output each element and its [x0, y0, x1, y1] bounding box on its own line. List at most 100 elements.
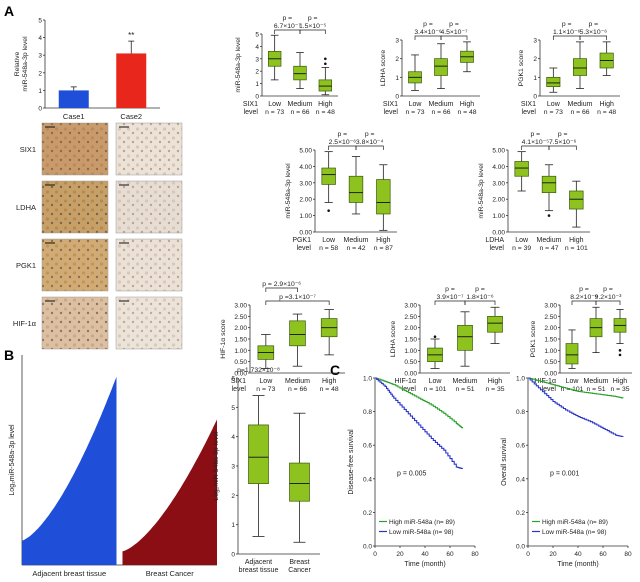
y-tick-label: 3.00	[404, 303, 417, 310]
legend-label: Low miR-548a (n= 98)	[389, 529, 454, 536]
y-axis-title: miR-548a-3p level	[22, 36, 29, 92]
box-iqr	[546, 76, 561, 88]
y-tick-label: 0	[255, 94, 259, 101]
group-label: High	[569, 237, 584, 244]
p-value-text: 3.9×10⁻⁷	[436, 294, 464, 301]
group-n: n = 48	[597, 109, 616, 116]
p-value-bracket	[464, 300, 496, 305]
y-tick-label: 0.6	[516, 443, 525, 450]
box-iqr	[289, 462, 310, 502]
level-label: level	[232, 386, 247, 393]
level-label: level	[522, 109, 537, 116]
group-n: n = 101	[565, 245, 588, 252]
group-n: n = 48	[320, 386, 339, 393]
y-tick-label: 0.0	[516, 544, 525, 551]
y-tick-label: 0.00	[299, 230, 312, 237]
y-axis-title: miR-548a-3p level	[235, 37, 242, 93]
box-outlier	[618, 349, 622, 352]
box-iqr	[487, 315, 503, 333]
group-label: Medium	[568, 101, 593, 108]
level-label: SIX1	[383, 101, 398, 108]
panel-label-b: B	[4, 347, 14, 363]
box-outlier	[324, 57, 327, 61]
group-label: Adjacent	[245, 559, 272, 566]
box-outlier	[324, 62, 327, 66]
p-value-bracket	[552, 35, 581, 40]
y-tick-label: 1.00	[404, 348, 417, 355]
group-label: High	[376, 237, 391, 244]
y-tick-label: 3.00	[492, 180, 505, 187]
area-series	[122, 419, 217, 565]
p-value-text: 8.2×10⁻⁹	[570, 294, 598, 301]
p-value-annotation: p =1.8×10⁻⁶	[464, 286, 496, 305]
level-label: level	[542, 386, 557, 393]
group-label: Low	[429, 378, 443, 385]
y-axis-title: miR-548a-3p level	[478, 163, 485, 219]
y-tick-label: 2.50	[404, 314, 417, 321]
group-n: n = 66	[431, 109, 450, 116]
group-label: Low	[515, 237, 529, 244]
y-tick-label: 0.00	[544, 371, 557, 378]
p-value-label: p =	[558, 131, 568, 138]
chart-a7: 0.00 0.50 1.00 1.50 2.00 2.50 3.00 LDHA score Lo…	[390, 286, 510, 393]
group-n: n = 73	[405, 109, 424, 116]
y-tick-label: 1.0	[363, 376, 372, 383]
x-tick-label: 60	[446, 551, 454, 558]
group-n: n = 87	[374, 245, 393, 252]
y-tick-label: 0	[231, 552, 235, 559]
y-tick-label: 2	[533, 56, 537, 63]
x-tick-label: 20	[549, 551, 557, 558]
p-value-text: 6.7×10⁻⁷	[274, 23, 302, 30]
box-outlier	[327, 209, 330, 212]
survival-curve	[375, 377, 464, 469]
chart-a5: 0.00 1.00 2.00 3.00 4.00 5.00 miR-548a-3p leve…	[478, 131, 590, 252]
p-value-annotation: p =1.5×10⁻⁵	[299, 15, 327, 34]
legend-label: High miR-548a (n= 89)	[542, 519, 608, 526]
p-value-bracket	[595, 300, 621, 305]
group-label: Medium	[429, 101, 454, 108]
y-tick-label: 1	[255, 81, 259, 88]
y-tick-label: 0.8	[516, 409, 525, 416]
y-tick-label: 1.50	[544, 337, 557, 344]
area-series	[22, 376, 117, 565]
p-value-bracket	[299, 29, 326, 34]
level-label: LDHA	[485, 237, 504, 244]
level-label: level	[297, 245, 312, 252]
x-axis-title: Time (month)	[404, 561, 445, 568]
ihc-row-label: LDHA	[16, 203, 36, 212]
box-outlier	[547, 214, 551, 217]
p-value-annotation: p = 2.9×10⁻⁶	[262, 281, 301, 292]
category-label: Case1	[63, 112, 85, 121]
box-iqr	[318, 79, 333, 92]
group-label: High	[460, 101, 475, 108]
p-value-bracket	[548, 145, 577, 150]
group-label: High	[318, 101, 333, 108]
y-tick-label: 4	[38, 35, 42, 42]
group-n: n = 66	[570, 109, 589, 116]
survival-curve	[528, 377, 624, 399]
level-label: level	[402, 386, 417, 393]
y-tick-label: 2.00	[492, 197, 505, 204]
y-tick-label: 0.4	[516, 476, 525, 483]
y-tick-label: 2	[231, 493, 235, 500]
p-value-bracket	[265, 287, 298, 292]
y-axis-title: Log₂miR-548a-3p level	[9, 424, 16, 496]
y-tick-label: 6	[231, 376, 235, 383]
y-tick-label: 2	[395, 56, 399, 63]
y-tick-label: 2	[38, 70, 42, 77]
group-label: Medium	[288, 101, 313, 108]
y-axis-title: HIF-1α score	[220, 319, 227, 359]
group-label: breast tissue	[239, 567, 279, 574]
y-tick-label: 4	[255, 44, 259, 51]
y-tick-label: 1.50	[234, 337, 247, 344]
y-tick-label: 4.00	[492, 164, 505, 171]
